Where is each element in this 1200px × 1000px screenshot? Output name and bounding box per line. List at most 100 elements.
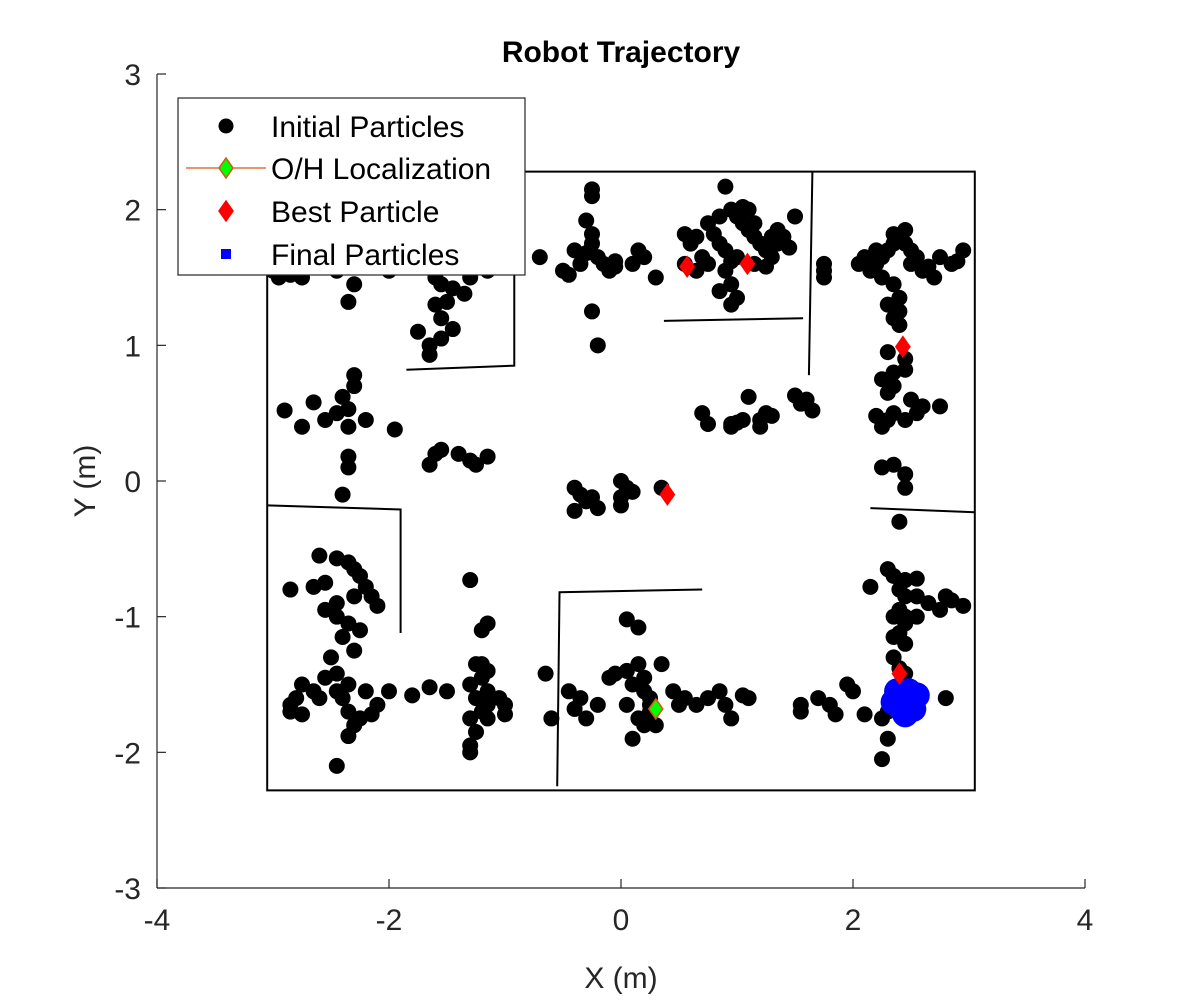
initial-particle-point [647, 717, 664, 734]
initial-particle-point [636, 717, 653, 734]
initial-particle-point [328, 757, 345, 774]
wall-segment [266, 170, 976, 792]
initial-particle-point [955, 242, 972, 259]
initial-particle-point [317, 601, 334, 618]
initial-particle-point [340, 459, 357, 476]
initial-particle-point [729, 249, 745, 266]
map-walls [266, 170, 976, 792]
initial-particle-point [862, 262, 879, 279]
initial-particle-point [334, 690, 351, 707]
initial-particle-point [334, 629, 351, 646]
x-tick-label: 0 [613, 904, 630, 937]
initial-particle-point [317, 411, 334, 428]
initial-particle-point [688, 696, 705, 713]
initial-particle-point [700, 690, 716, 707]
legend-box [177, 97, 526, 276]
initial-particle-point [874, 269, 890, 286]
initial-particle-point [885, 649, 902, 666]
initial-particle-point [369, 696, 386, 713]
initial-particle-point [282, 703, 299, 720]
initial-particle-point [421, 679, 438, 696]
initial-particle-point [537, 665, 554, 682]
initial-particle-point [340, 401, 357, 418]
initial-particle-point [711, 683, 728, 700]
initial-particle-point [427, 296, 444, 313]
initial-particle-point [340, 676, 357, 693]
wall-segment [807, 171, 814, 376]
initial-particle-point [723, 710, 740, 727]
initial-particle-point [468, 690, 484, 707]
initial-particle-point [723, 418, 740, 435]
initial-particle-point [879, 344, 896, 361]
initial-particle-point [717, 178, 734, 195]
initial-particle-point [932, 249, 948, 266]
initial-particle-point [381, 683, 397, 700]
initial-particle-point [479, 696, 496, 713]
legend-item-best-particle: Best Particle [218, 196, 439, 229]
initial-particle-point [717, 262, 734, 279]
initial-particle-point [885, 629, 902, 646]
initial-particle-point [874, 751, 890, 768]
initial-particle-point [357, 683, 374, 700]
initial-particle-point [636, 669, 653, 686]
initial-particle-point [439, 683, 455, 700]
initial-particle-point [763, 407, 780, 424]
legend-marker [218, 118, 234, 134]
initial-particle-point [624, 255, 641, 272]
initial-particle-point [618, 662, 635, 679]
initial-particle-point [317, 574, 334, 591]
initial-particle-point [908, 588, 925, 605]
initial-particle-point [932, 601, 948, 618]
initial-particle-point [462, 572, 479, 589]
initial-particle-point [328, 608, 345, 625]
initial-particle-point [282, 581, 299, 598]
y-tick-label: -1 [114, 602, 141, 635]
initial-particle-point [386, 421, 403, 438]
initial-particle-point [705, 226, 722, 243]
initial-particle-point [688, 228, 705, 245]
initial-particle-point [468, 723, 484, 740]
initial-particle-point [404, 687, 421, 704]
initial-particle-point [450, 445, 467, 462]
y-axis-label: Y (m) [69, 445, 102, 518]
initial-particle-point [885, 276, 902, 293]
initial-particle-point [352, 622, 368, 639]
legend-label: Best Particle [271, 196, 439, 229]
initial-particle-point [589, 500, 606, 517]
initial-particle-point [787, 208, 803, 225]
initial-particle-point [479, 448, 496, 465]
initial-particle-point [433, 330, 450, 347]
legend-label: Final Particles [271, 239, 459, 272]
initial-particle-point [676, 690, 693, 707]
initial-particle-point [618, 611, 635, 628]
initial-particle-point [340, 728, 357, 745]
initial-particle-point [932, 398, 948, 415]
initial-particle-point [845, 683, 861, 700]
best-particle-point [739, 252, 756, 276]
initial-particle-point [624, 730, 641, 747]
initial-particle-point [462, 676, 479, 693]
legend-item-final-particles: Final Particles [221, 239, 459, 272]
y-tick-label: 3 [124, 59, 141, 92]
y-tick-label: -2 [114, 737, 141, 770]
initial-particle-point [543, 710, 560, 727]
initial-particle-point [479, 710, 496, 727]
initial-particle-point [653, 656, 670, 673]
x-tick-label: 4 [1077, 904, 1094, 937]
x-axis-label: X (m) [584, 962, 657, 995]
initial-particle-point [885, 608, 902, 625]
initial-particle-point [479, 615, 496, 632]
initial-particle-point [340, 703, 357, 720]
initial-particle-point [879, 296, 896, 313]
initial-particle-point [607, 253, 624, 270]
initial-particle-point [462, 744, 479, 761]
initial-particle-point [816, 269, 832, 286]
initial-particle-point [357, 411, 374, 428]
initial-particle-point [497, 706, 513, 723]
initial-particle-point [560, 683, 577, 700]
initial-particle-point [856, 706, 873, 723]
best-particle-point [659, 483, 676, 506]
initial-particle-point [630, 619, 647, 636]
initial-particle-point [734, 411, 751, 428]
